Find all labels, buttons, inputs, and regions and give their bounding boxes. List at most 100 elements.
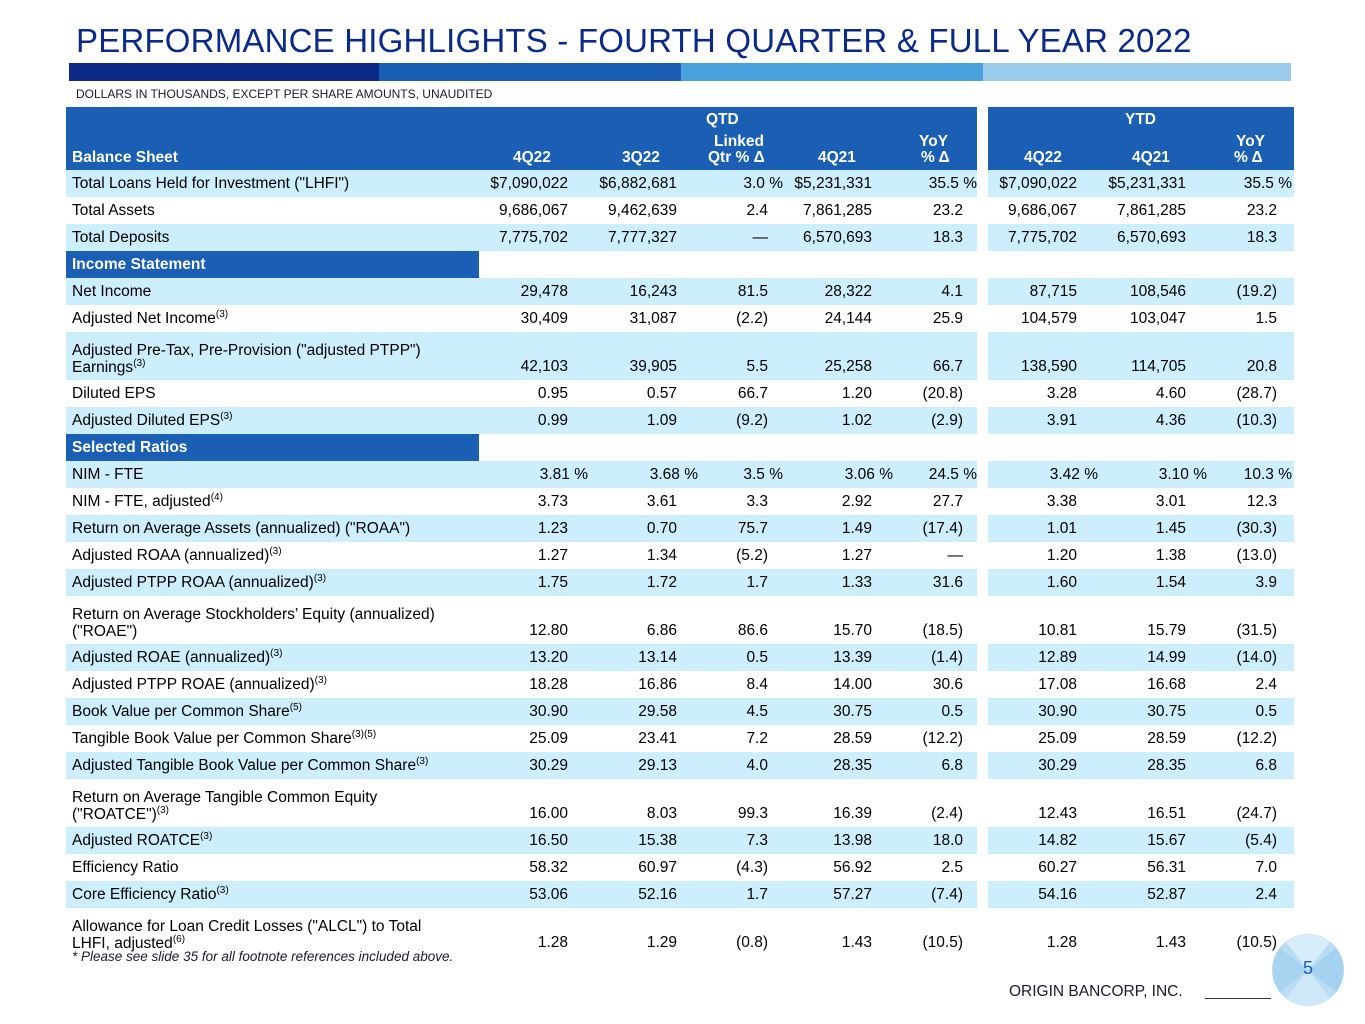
company-name: ORIGIN BANCORP, INC.: [1009, 983, 1183, 1000]
section-title: Income Statement: [72, 256, 206, 273]
header-ytd: YTD: [1125, 111, 1156, 128]
row-bg-ytd: [988, 515, 1294, 542]
row-bg-qtd: [66, 278, 977, 305]
cell-q-3q22: 29.58: [638, 703, 677, 720]
cell-y-4q21: 3.01: [1155, 493, 1186, 510]
cell-q-yoy-change: (18.5): [922, 622, 964, 639]
row-bg-ytd: [988, 224, 1294, 251]
cell-q-4q22: 30,409: [520, 310, 568, 327]
row-bg-ytd: [988, 752, 1294, 779]
row-label-text: Efficiency Ratio: [72, 859, 179, 876]
cell-q-3q22: 39,905: [629, 358, 677, 375]
cell-q-linked-change: 1.7: [746, 886, 768, 903]
cell-y-4q21: 52.87: [1147, 886, 1186, 903]
table-row: Adjusted PTPP ROAE (annualized)(3) 18.28 1…: [66, 671, 1294, 698]
footnote-ref: (3): [270, 648, 283, 659]
cell-q-4q21: 6,570,693: [803, 229, 872, 246]
row-label: Adjusted ROAA (annualized)(3): [72, 546, 282, 565]
header-balance-sheet: Balance Sheet: [72, 149, 178, 166]
header-y-yoy-2: % Δ: [1234, 149, 1263, 166]
cell-q-linked-change: (5.2): [736, 547, 768, 564]
cell-q-3q22: 23.41: [638, 730, 677, 747]
cell-q-4q21: 2.92: [841, 493, 872, 510]
row-bg-qtd: [66, 515, 977, 542]
cell-q-yoy-change: 66.7: [932, 358, 963, 375]
row-label-line2: LHFI, adjusted(6): [72, 935, 421, 953]
row-label: Return on Average Stockholders’ Equity (…: [72, 606, 435, 640]
row-label-line2: Earnings(3): [72, 358, 421, 377]
cell-y-4q22: 60.27: [1038, 859, 1077, 876]
cell-q-4q21: 24,144: [824, 310, 872, 327]
row-label-text: Adjusted ROAE (annualized): [72, 649, 271, 666]
cell-q-3q22: 16.86: [638, 676, 677, 693]
cell-y-yoy-change: (28.7): [1236, 385, 1278, 402]
cell-q-4q21: 1.49: [841, 520, 872, 537]
cell-y-4q22: 17.08: [1038, 676, 1077, 693]
cell-y-4q22: 7,775,702: [1008, 229, 1077, 246]
cell-y-yoy-change: (13.0): [1236, 547, 1278, 564]
row-label-line2: ("ROATCE")(3): [72, 806, 377, 824]
cell-q-4q21: 28,322: [824, 283, 872, 300]
cell-q-linked-change: 7.3: [746, 832, 768, 849]
cell-q-yoy-change: 2.5: [941, 859, 963, 876]
row-label: Adjusted PTPP ROAA (annualized)(3): [72, 574, 326, 592]
footnote-ref: (3): [269, 546, 282, 557]
cell-q-yoy-change: (2.4): [931, 805, 963, 822]
table-row: Allowance for Loan Credit Losses ("ALCL"…: [66, 908, 1294, 956]
cell-q-yoy-change: 18.3: [932, 229, 963, 246]
row-label: Adjusted PTPP ROAE (annualized)(3): [72, 676, 327, 694]
header-q-linked-1: Linked: [714, 133, 764, 150]
cell-y-4q22: 138,590: [1020, 358, 1077, 375]
cell-q-yoy-change: 25.9: [932, 310, 963, 327]
row-label: Allowance for Loan Credit Losses ("ALCL"…: [72, 918, 421, 952]
cell-q-3q22: $6,882,681: [599, 175, 677, 192]
cell-q-3q22: 13.14: [638, 649, 677, 666]
table-row: Adjusted PTPP ROAA (annualized)(3) 1.75 1.…: [66, 569, 1294, 596]
row-label-text: ("ROATCE"): [72, 806, 157, 823]
cell-q-linked-change: 4.0: [746, 757, 768, 774]
cell-q-yoy-change: 27.7: [932, 493, 963, 510]
cell-q-4q22: $7,090,022: [490, 175, 568, 192]
row-label: NIM - FTE, adjusted(4): [72, 493, 223, 511]
footnote-ref: (5): [289, 702, 302, 713]
cell-q-4q22: 0.95: [537, 385, 568, 402]
header-q-yoy-2: % Δ: [921, 149, 950, 166]
row-label: Total Loans Held for Investment ("LHFI"): [72, 175, 349, 192]
cell-y-4q21: 1.43: [1155, 934, 1186, 951]
cell-y-4q22: 30.29: [1038, 757, 1077, 774]
header-q-yoy-1: YoY: [919, 133, 948, 150]
row-label-text: LHFI, adjusted: [72, 935, 173, 952]
cell-y-4q22: 1.28: [1046, 934, 1077, 951]
cell-y-yoy-change: 12.3: [1246, 493, 1277, 510]
row-bg-ytd: [988, 461, 1294, 488]
cell-q-3q22: 8.03: [646, 805, 677, 822]
cell-y-yoy-change: (24.7): [1236, 805, 1278, 822]
cell-y-4q22: 25.09: [1038, 730, 1077, 747]
cell-q-3q22: 1.34: [646, 547, 677, 564]
row-bg-qtd: [66, 698, 977, 725]
footnote-ref: (3): [133, 358, 146, 369]
row-bg-qtd: [66, 407, 977, 434]
row-bg-qtd: [66, 170, 977, 197]
cell-y-4q22: 3.91: [1046, 412, 1077, 429]
cell-q-4q21: 1.02: [841, 412, 872, 429]
cell-y-yoy-change: (10.3): [1236, 412, 1278, 429]
table-row: Adjusted Tangible Book Value per Common …: [66, 752, 1294, 779]
footnote-ref: (3): [216, 885, 229, 896]
cell-q-4q22: 30.29: [529, 757, 568, 774]
cell-q-4q21: 3.06 %: [844, 466, 893, 483]
cell-q-4q22: 7,775,702: [499, 229, 568, 246]
cell-q-yoy-change: 23.2: [932, 202, 963, 219]
cell-y-yoy-change: 7.0: [1255, 859, 1277, 876]
cell-y-4q22: 1.60: [1046, 574, 1077, 591]
row-label-text: Return on Average Assets (annualized) ("…: [72, 520, 411, 537]
cell-y-yoy-change: (30.3): [1236, 520, 1278, 537]
row-label: Core Efficiency Ratio(3): [72, 885, 229, 904]
section-header-income: Income Statement: [66, 251, 479, 278]
header-q-4q22: 4Q22: [513, 149, 551, 166]
row-bg-qtd: [66, 827, 977, 854]
row-label: Tangible Book Value per Common Share(3)(…: [72, 730, 376, 748]
cell-q-4q22: 42,103: [520, 358, 568, 375]
row-label: Adjusted ROAE (annualized)(3): [72, 648, 283, 667]
cell-q-yoy-change: 6.8: [941, 757, 963, 774]
